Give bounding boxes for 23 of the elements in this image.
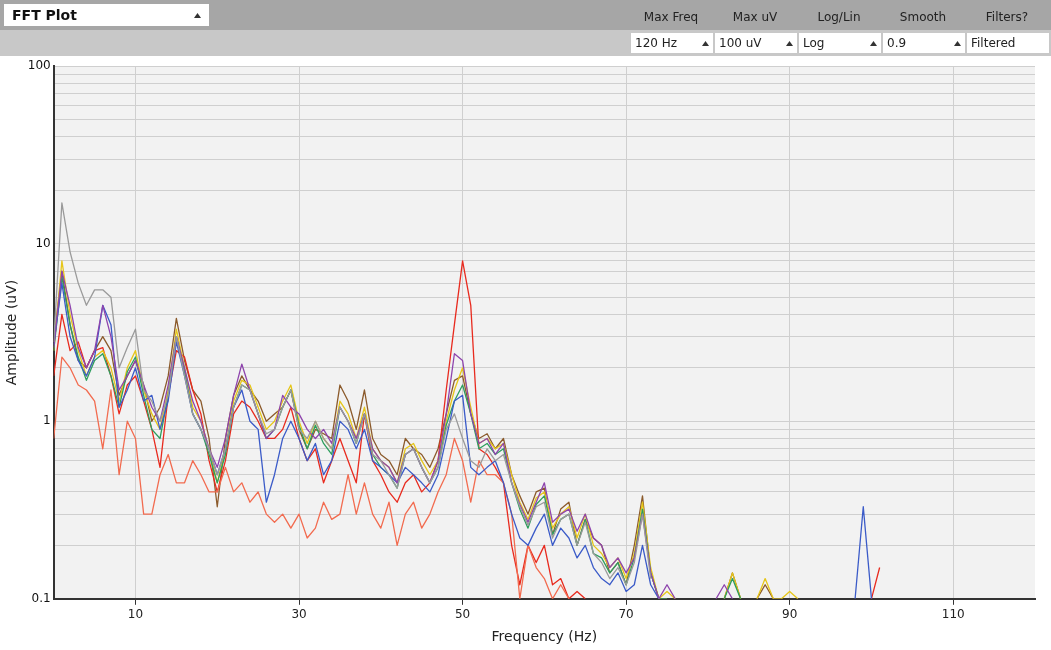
y-tick-label: 100 bbox=[27, 58, 51, 73]
text: Log/Lin bbox=[816, 10, 862, 24]
chart-title: FFT Plot bbox=[12, 7, 77, 23]
text: Filtered bbox=[971, 36, 1016, 50]
x-tick-label: 110 bbox=[941, 607, 965, 622]
x-tick-label: 70 bbox=[618, 607, 634, 622]
x-tick-label: 90 bbox=[782, 607, 798, 622]
x-tick-label: 30 bbox=[291, 607, 307, 622]
x-tick-label: 10 bbox=[127, 607, 144, 622]
text: Log bbox=[803, 36, 825, 50]
text: Filters? bbox=[984, 10, 1030, 24]
text: 120 Hz bbox=[635, 36, 678, 50]
text: Max uV bbox=[731, 10, 779, 24]
y-tick-label: 10 bbox=[35, 235, 51, 250]
x-tick-label: 50 bbox=[454, 607, 471, 622]
y-tick-label: 0.1 bbox=[31, 590, 51, 605]
y-axis-title: Amplitude (uV) bbox=[3, 279, 20, 386]
text: Max Freq bbox=[642, 10, 700, 24]
y-tick-label: 1 bbox=[43, 413, 51, 428]
text: 100 uV bbox=[719, 36, 762, 50]
x-axis-title: Frequency (Hz) bbox=[491, 628, 598, 645]
text: Smooth bbox=[898, 10, 948, 24]
text: 0.9 bbox=[887, 36, 907, 50]
